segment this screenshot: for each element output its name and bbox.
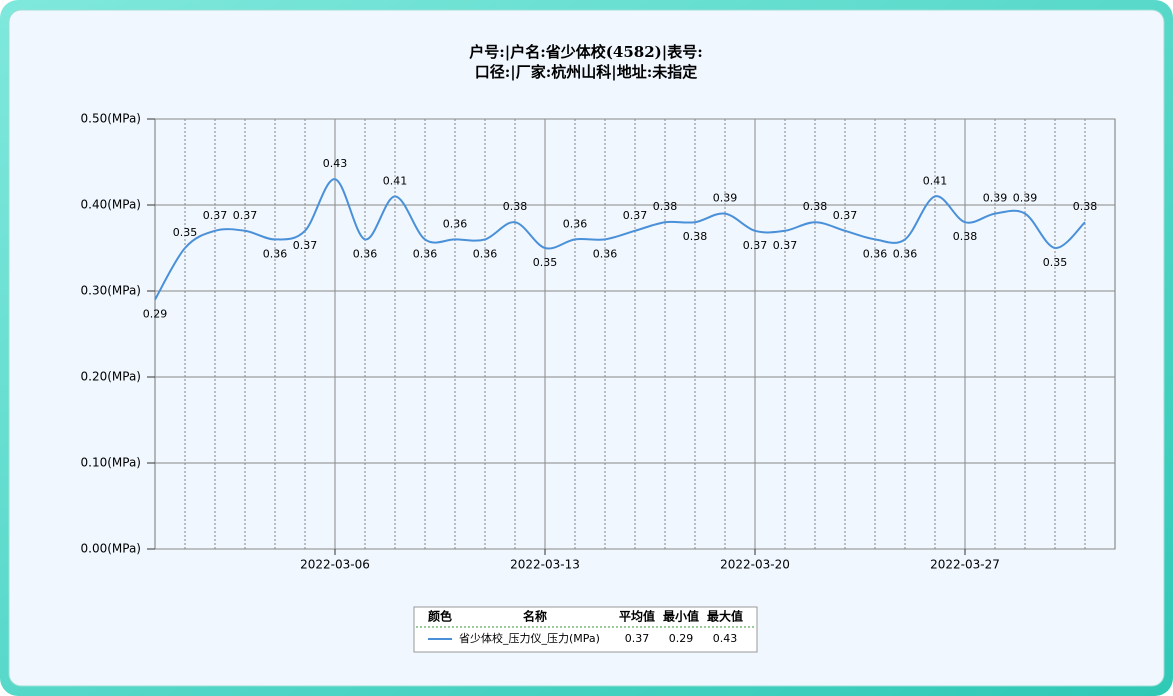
data-label: 0.36 (863, 247, 888, 260)
data-label: 0.38 (683, 230, 708, 243)
data-label: 0.39 (713, 192, 738, 205)
y-tick-label: 0.20(MPa) (81, 370, 142, 384)
data-label: 0.37 (773, 239, 798, 252)
y-tick-label: 0.00(MPa) (81, 542, 142, 556)
data-label: 0.37 (233, 209, 258, 222)
data-label: 0.36 (893, 247, 918, 260)
chart-title: 口径:|厂家:杭州山科|地址:未指定 (475, 63, 698, 81)
y-tick-label: 0.50(MPa) (81, 112, 142, 126)
legend-header: 平均值 (619, 609, 655, 624)
series-line (154, 178, 1086, 301)
data-label: 0.38 (953, 230, 978, 243)
legend-name: 省少体校_压力仪_压力(MPa) (459, 631, 600, 645)
data-label: 0.36 (563, 217, 588, 230)
data-label: 0.35 (1043, 256, 1068, 269)
x-tick-label: 2022-03-20 (720, 558, 790, 572)
y-tick-label: 0.40(MPa) (81, 198, 142, 212)
chart-title: 户号:|户名:省少体校(4582)|表号: (469, 43, 702, 61)
legend-header: 名称 (523, 609, 547, 624)
data-label: 0.36 (443, 217, 468, 230)
legend-box (413, 606, 758, 653)
legend-stat: 0.43 (713, 632, 738, 645)
data-label: 0.37 (743, 239, 768, 252)
data-label: 0.35 (533, 256, 558, 269)
y-tick-label: 0.30(MPa) (81, 284, 142, 298)
data-label: 0.39 (1013, 192, 1038, 205)
data-label: 0.43 (323, 157, 348, 170)
data-label: 0.37 (623, 209, 648, 222)
data-label: 0.41 (383, 174, 408, 187)
panel (8, 9, 1165, 687)
legend-header: 最大值 (707, 609, 743, 624)
x-tick-label: 2022-03-27 (930, 558, 1000, 572)
y-tick-label: 0.10(MPa) (81, 456, 142, 470)
legend-header: 颜色 (428, 609, 452, 624)
legend-stat: 0.37 (625, 632, 650, 645)
legend-header: 最小值 (663, 609, 699, 624)
data-label: 0.37 (833, 209, 858, 222)
data-label: 0.39 (983, 192, 1008, 205)
data-label: 0.36 (263, 247, 288, 260)
data-label: 0.37 (203, 209, 228, 222)
x-tick-label: 2022-03-06 (300, 558, 370, 572)
data-label: 0.38 (503, 200, 528, 213)
data-label: 0.35 (173, 226, 198, 239)
x-tick-label: 2022-03-13 (510, 558, 580, 572)
data-label: 0.37 (293, 239, 318, 252)
data-label: 0.38 (653, 200, 678, 213)
data-label: 0.38 (803, 200, 828, 213)
data-label: 0.36 (413, 247, 438, 260)
data-label: 0.36 (473, 247, 498, 260)
data-label: 0.29 (143, 308, 168, 321)
data-label: 0.38 (1073, 200, 1098, 213)
data-label: 0.41 (923, 174, 948, 187)
data-label: 0.36 (353, 247, 378, 260)
data-label: 0.36 (593, 247, 618, 260)
legend-stat: 0.29 (669, 632, 694, 645)
